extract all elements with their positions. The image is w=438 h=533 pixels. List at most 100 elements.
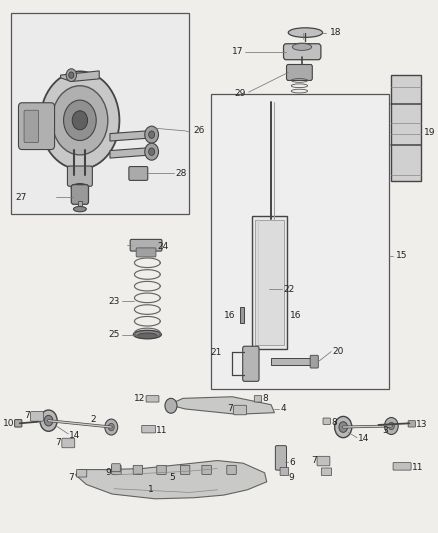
FancyBboxPatch shape xyxy=(157,465,166,474)
Text: 16: 16 xyxy=(224,311,236,320)
FancyBboxPatch shape xyxy=(14,419,22,427)
Text: 11: 11 xyxy=(412,463,424,472)
FancyBboxPatch shape xyxy=(67,166,92,186)
FancyBboxPatch shape xyxy=(142,425,155,433)
Text: 22: 22 xyxy=(283,285,294,294)
Circle shape xyxy=(148,148,155,156)
FancyBboxPatch shape xyxy=(286,64,312,80)
FancyBboxPatch shape xyxy=(130,239,162,251)
Text: 8: 8 xyxy=(331,418,337,427)
FancyBboxPatch shape xyxy=(321,468,332,475)
Bar xyxy=(391,75,421,181)
Bar xyxy=(282,308,286,324)
Text: 23: 23 xyxy=(109,296,120,305)
Ellipse shape xyxy=(288,28,323,37)
FancyBboxPatch shape xyxy=(24,110,39,143)
Text: 5: 5 xyxy=(170,473,175,482)
Circle shape xyxy=(44,415,53,426)
Text: 27: 27 xyxy=(15,193,27,202)
FancyBboxPatch shape xyxy=(408,421,415,427)
Text: 26: 26 xyxy=(193,126,204,135)
FancyBboxPatch shape xyxy=(129,166,148,180)
Text: 7: 7 xyxy=(312,456,318,464)
FancyBboxPatch shape xyxy=(227,465,236,474)
Bar xyxy=(261,287,269,292)
FancyBboxPatch shape xyxy=(323,418,330,424)
Polygon shape xyxy=(110,131,153,141)
Circle shape xyxy=(148,131,155,139)
Polygon shape xyxy=(110,148,153,158)
FancyBboxPatch shape xyxy=(393,463,411,470)
Circle shape xyxy=(335,416,352,438)
Circle shape xyxy=(145,143,159,160)
FancyBboxPatch shape xyxy=(18,103,55,150)
Text: 16: 16 xyxy=(290,311,302,320)
Text: 4: 4 xyxy=(280,405,286,414)
Ellipse shape xyxy=(138,333,157,338)
Text: 9: 9 xyxy=(288,473,294,482)
Polygon shape xyxy=(60,71,99,82)
FancyBboxPatch shape xyxy=(254,395,261,402)
FancyBboxPatch shape xyxy=(317,456,330,466)
FancyBboxPatch shape xyxy=(62,438,75,448)
FancyBboxPatch shape xyxy=(112,465,121,474)
Circle shape xyxy=(385,417,398,434)
Circle shape xyxy=(40,410,57,431)
Text: 10: 10 xyxy=(3,419,14,428)
Ellipse shape xyxy=(74,206,86,212)
Circle shape xyxy=(165,398,177,413)
Polygon shape xyxy=(169,397,275,414)
Ellipse shape xyxy=(287,43,317,54)
Text: 25: 25 xyxy=(109,330,120,339)
FancyBboxPatch shape xyxy=(283,44,321,60)
Text: 12: 12 xyxy=(134,394,145,403)
Circle shape xyxy=(40,71,120,169)
Text: 7: 7 xyxy=(56,439,61,448)
Text: 28: 28 xyxy=(176,169,187,178)
Circle shape xyxy=(69,72,74,78)
FancyBboxPatch shape xyxy=(133,465,143,474)
Bar xyxy=(255,220,283,345)
Circle shape xyxy=(72,111,88,130)
Bar xyxy=(252,216,287,349)
Polygon shape xyxy=(76,461,267,499)
Circle shape xyxy=(339,422,347,432)
Ellipse shape xyxy=(134,330,161,339)
Ellipse shape xyxy=(292,44,312,51)
Circle shape xyxy=(66,69,77,82)
FancyBboxPatch shape xyxy=(77,470,87,477)
Text: 11: 11 xyxy=(156,426,167,435)
Circle shape xyxy=(145,126,159,143)
FancyBboxPatch shape xyxy=(112,464,120,472)
FancyBboxPatch shape xyxy=(280,467,289,475)
Bar xyxy=(240,308,244,324)
Ellipse shape xyxy=(71,183,88,192)
Circle shape xyxy=(108,423,114,431)
FancyBboxPatch shape xyxy=(146,395,159,402)
FancyBboxPatch shape xyxy=(31,411,43,421)
FancyBboxPatch shape xyxy=(202,465,212,474)
Text: 18: 18 xyxy=(329,28,341,37)
Text: 9: 9 xyxy=(106,469,111,477)
Text: 20: 20 xyxy=(332,347,344,356)
Text: 15: 15 xyxy=(396,252,407,260)
FancyBboxPatch shape xyxy=(276,446,286,470)
Text: 14: 14 xyxy=(69,431,81,440)
Bar xyxy=(11,13,190,214)
Text: 2: 2 xyxy=(91,415,96,424)
FancyBboxPatch shape xyxy=(243,346,259,381)
Bar xyxy=(78,200,82,209)
Text: 19: 19 xyxy=(424,128,435,137)
Text: 1: 1 xyxy=(148,485,154,494)
FancyBboxPatch shape xyxy=(136,248,156,257)
Text: 7: 7 xyxy=(69,473,74,481)
Text: 7: 7 xyxy=(24,411,30,420)
FancyBboxPatch shape xyxy=(71,184,88,204)
FancyBboxPatch shape xyxy=(180,465,190,474)
Text: 8: 8 xyxy=(262,394,268,403)
Bar xyxy=(271,359,312,365)
FancyBboxPatch shape xyxy=(234,405,247,415)
Text: 13: 13 xyxy=(416,421,428,430)
Text: 7: 7 xyxy=(227,405,233,414)
Text: 24: 24 xyxy=(157,242,169,251)
